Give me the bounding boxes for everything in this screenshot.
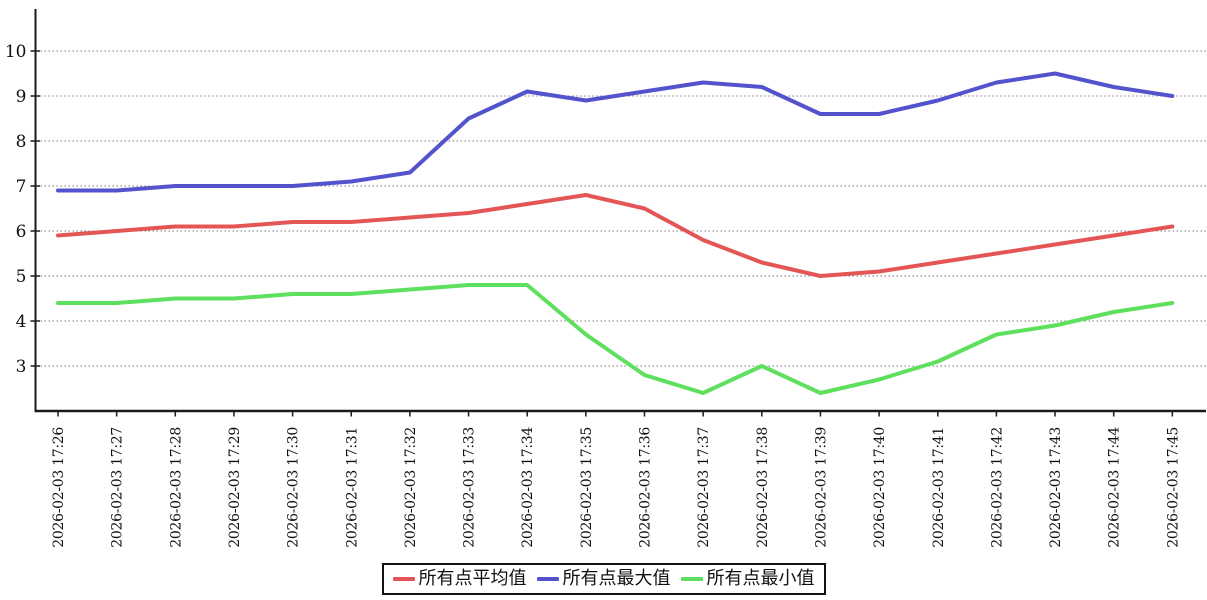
series-line-0 — [56, 193, 1175, 278]
y-tick-label-9: 9 — [16, 87, 27, 107]
x-tick-label-8: 2026-02-03 17:34 — [520, 427, 536, 548]
legend-item-average: 所有点平均值 — [392, 568, 527, 590]
y-tick-label-3: 3 — [16, 357, 27, 377]
x-tick-label-4: 2026-02-03 17:30 — [286, 427, 302, 548]
x-tick-label-16: 2026-02-03 17:42 — [989, 427, 1005, 548]
average-series-swatch — [392, 576, 415, 581]
x-tick-label-18: 2026-02-03 17:44 — [1107, 427, 1123, 548]
x-tick-label-19: 2026-02-03 17:45 — [1165, 427, 1181, 548]
legend-label-minimum: 所有点最小值 — [706, 568, 815, 589]
x-tick-label-1: 2026-02-03 17:27 — [110, 427, 126, 548]
y-tick-label-5: 5 — [16, 267, 27, 287]
x-tick-label-2: 2026-02-03 17:28 — [168, 427, 184, 548]
y-tick-label-4: 4 — [16, 312, 27, 332]
legend-item-minimum: 所有点最小值 — [680, 568, 815, 590]
x-tick-label-9: 2026-02-03 17:35 — [579, 427, 595, 548]
y-tick-label-8: 8 — [16, 132, 27, 152]
x-tick-label-0: 2026-02-03 17:26 — [51, 427, 67, 548]
x-tick-label-5: 2026-02-03 17:31 — [344, 427, 360, 548]
series-line-2 — [56, 283, 1175, 395]
x-tick-label-7: 2026-02-03 17:33 — [462, 427, 478, 548]
x-tick-label-6: 2026-02-03 17:32 — [403, 427, 419, 548]
legend-label-maximum: 所有点最大值 — [562, 568, 671, 589]
minimum-series-swatch — [680, 576, 703, 581]
x-tick-label-12: 2026-02-03 17:38 — [755, 427, 771, 548]
chart-legend: 所有点平均值 所有点最大值 所有点最小值 — [381, 563, 826, 595]
maximum-series-swatch — [536, 576, 559, 581]
x-tick-label-11: 2026-02-03 17:37 — [696, 427, 712, 548]
x-tick-label-3: 2026-02-03 17:29 — [227, 427, 243, 548]
x-tick-label-17: 2026-02-03 17:43 — [1048, 427, 1064, 548]
x-tick-label-13: 2026-02-03 17:39 — [813, 427, 829, 548]
x-tick-label-10: 2026-02-03 17:36 — [638, 427, 654, 548]
series-line-1 — [56, 71, 1175, 193]
legend-label-average: 所有点平均值 — [418, 568, 527, 589]
y-tick-label-7: 7 — [16, 177, 27, 197]
x-tick-label-14: 2026-02-03 17:40 — [872, 427, 888, 548]
y-tick-label-10: 10 — [5, 42, 27, 62]
x-tick-label-15: 2026-02-03 17:41 — [931, 427, 947, 548]
y-tick-label-6: 6 — [16, 222, 27, 242]
legend-item-maximum: 所有点最大值 — [536, 568, 671, 590]
